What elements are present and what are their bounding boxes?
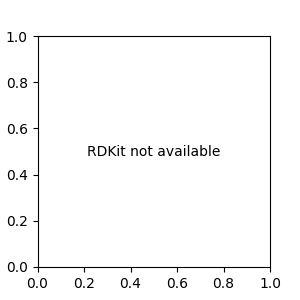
Text: RDKit not available: RDKit not available — [87, 145, 220, 158]
